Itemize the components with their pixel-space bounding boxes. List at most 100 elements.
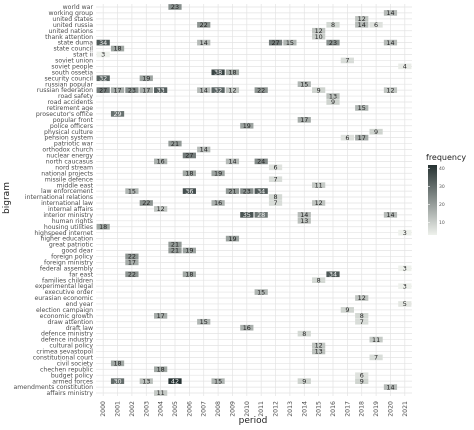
cell-value-label: 34: [99, 39, 107, 47]
y-tick-label: defence industry: [41, 337, 93, 344]
cell-value-label: 13: [315, 348, 323, 356]
heatmap-cell: [240, 212, 254, 218]
heatmap-cell: [211, 170, 225, 177]
x-tick-label: 2017: [344, 401, 351, 417]
heatmap-cell: [254, 188, 268, 194]
heatmap-cell: [182, 271, 196, 278]
heatmap-cell: [240, 188, 254, 194]
cell-value-label: 35: [243, 211, 251, 219]
heatmap-cell: [369, 336, 383, 343]
y-tick-label: good dear: [62, 248, 94, 255]
heatmap-cell: [96, 75, 110, 82]
heatmap-cell: [154, 366, 168, 373]
cell-value-label: 32: [214, 86, 222, 94]
heatmap-cell: [96, 223, 110, 230]
heatmap-cell: [211, 69, 225, 76]
cell-value-label: 18: [113, 45, 121, 53]
cell-value-label: 17: [128, 259, 136, 267]
cell-value-label: 3: [101, 51, 105, 59]
y-tick-label: road safety: [58, 93, 93, 100]
cell-value-label: 14: [300, 211, 308, 219]
cell-value-label: 33: [157, 86, 165, 94]
heatmap-cell: [383, 10, 398, 16]
x-tick-label: 2007: [201, 401, 208, 417]
heatmap-cell: [326, 271, 340, 278]
cell-value-label: 23: [243, 187, 251, 195]
y-tick-label: road accidents: [48, 99, 94, 106]
y-tick-label: security council: [44, 75, 93, 82]
heatmap-cell: [139, 378, 153, 384]
heatmap-cell: [139, 200, 153, 206]
cell-value-label: 8: [274, 193, 278, 201]
heatmap-cell: [355, 318, 369, 325]
cell-value-label: 24: [257, 158, 265, 166]
cell-value-label: 12: [315, 342, 323, 350]
heatmap-cell: [355, 16, 369, 22]
heatmap-cell: [312, 27, 326, 34]
y-tick-label: foreign ministry: [44, 259, 93, 266]
x-tick-label: 2004: [158, 401, 165, 417]
x-tick-label: 2016: [330, 401, 337, 417]
cell-value-label: 28: [257, 211, 265, 219]
cell-value-label: 9: [317, 86, 321, 94]
cell-value-label: 11: [157, 389, 165, 397]
cell-value-label: 30: [113, 377, 121, 385]
cell-value-label: 15: [358, 104, 366, 112]
y-tick-label: civil society: [57, 360, 94, 367]
cell-value-label: 19: [228, 235, 236, 243]
cell-value-label: 22: [128, 253, 136, 261]
y-tick-label: crimea sevastopol: [36, 349, 93, 356]
cell-value-label: 14: [228, 158, 236, 166]
cell-value-label: 14: [386, 9, 394, 17]
heatmap-cell: [312, 182, 326, 188]
y-tick-label: human rights: [52, 218, 93, 225]
cell-value-label: 18: [99, 223, 107, 231]
heatmap-cell: [182, 188, 196, 194]
cell-value-label: 27: [271, 39, 279, 47]
plot-panel: [96, 4, 412, 396]
legend-tick-label: 30: [439, 184, 445, 190]
cell-value-label: 3: [403, 265, 407, 273]
heatmap-cell: [355, 312, 369, 319]
x-tick-label: 2019: [373, 401, 380, 417]
heatmap-cell: [326, 39, 340, 46]
heatmap-cell: [268, 164, 283, 171]
y-tick-label: executive order: [45, 289, 94, 296]
y-tick-label: soviet union: [55, 58, 93, 65]
y-tick-label: draft law: [66, 325, 93, 332]
heatmap-cell: [211, 87, 225, 93]
heatmap-cell: [355, 295, 369, 301]
cell-value-label: 3: [403, 282, 407, 290]
heatmap-cell: [154, 206, 168, 212]
y-tick-label: election campaign: [36, 307, 93, 314]
cell-value-label: 7: [274, 175, 278, 183]
cell-value-label: 17: [157, 312, 165, 320]
heatmap-cell: [355, 21, 369, 28]
x-tick-label: 2018: [359, 401, 366, 417]
y-tick-label: prosecutor's office: [36, 111, 93, 118]
cell-value-label: 8: [302, 330, 306, 338]
heatmap-cell: [268, 194, 283, 200]
cell-value-label: 15: [286, 39, 294, 47]
cell-value-label: 14: [386, 211, 394, 219]
heatmap-cell: [125, 259, 139, 266]
heatmap-cell: [154, 312, 168, 319]
heatmap-cell: [225, 188, 240, 194]
y-tick-label: united russia: [53, 22, 93, 29]
cell-value-label: 22: [257, 86, 265, 94]
y-tick-label: united nations: [49, 28, 93, 35]
cell-value-label: 12: [358, 15, 366, 23]
x-axis-title: period: [239, 416, 268, 426]
heatmap-cell: [383, 212, 398, 218]
y-tick-label: constitutional court: [33, 354, 94, 361]
cell-value-label: 38: [214, 69, 222, 77]
cell-value-label: 12: [386, 86, 394, 94]
heatmap-cell: [326, 21, 340, 28]
cell-value-label: 11: [372, 336, 380, 344]
cell-value-label: 19: [243, 122, 251, 130]
heatmap-cell: [369, 21, 383, 28]
y-tick-label: orthodox church: [42, 147, 93, 154]
heatmap-cell: [182, 170, 196, 177]
